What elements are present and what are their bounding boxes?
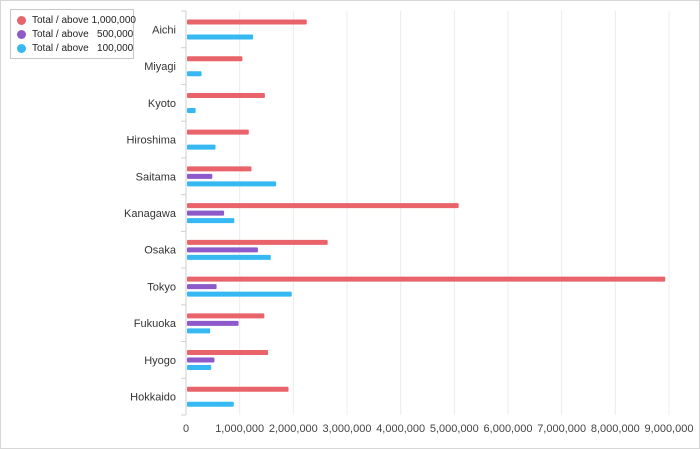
x-tick-label: 9,000,000	[645, 423, 694, 435]
bar-series-1[interactable]	[187, 239, 328, 245]
bar-series-1[interactable]	[187, 92, 265, 98]
category-label: Miyagi	[144, 61, 176, 73]
bar-series-1[interactable]	[187, 203, 459, 209]
bar-series-3[interactable]	[187, 71, 202, 77]
category-label: Saitama	[136, 171, 177, 183]
x-tick-label: 2,000,000	[269, 423, 318, 435]
x-tick-label: 0	[183, 423, 189, 435]
legend-swatch-series-3	[17, 43, 26, 53]
legend-label-series-1: Total / above 1,000,000	[32, 14, 136, 26]
bar-series-1[interactable]	[187, 166, 252, 172]
bar-series-3[interactable]	[187, 365, 212, 371]
bar-series-3[interactable]	[187, 144, 216, 150]
bar-series-3[interactable]	[187, 254, 271, 260]
bar-series-2[interactable]	[187, 210, 225, 216]
bar-series-1[interactable]	[187, 313, 265, 319]
category-label: Hyogo	[144, 355, 176, 367]
legend-swatch-series-1	[17, 15, 26, 25]
bar-series-2[interactable]	[187, 173, 213, 179]
bar-series-1[interactable]	[187, 56, 243, 62]
bar-series-3[interactable]	[187, 34, 254, 40]
bar-series-1[interactable]	[187, 350, 269, 356]
legend-item-series-1[interactable]: Total / above 1,000,000	[17, 13, 136, 27]
category-label: Osaka	[144, 245, 177, 257]
bar-series-3[interactable]	[187, 181, 277, 187]
legend-swatch-series-2	[17, 29, 26, 39]
bar-series-2[interactable]	[187, 320, 239, 326]
category-label: Hokkaido	[130, 392, 176, 404]
bar-series-3[interactable]	[187, 291, 292, 297]
x-tick-label: 6,000,000	[484, 423, 533, 435]
bar-series-3[interactable]	[187, 401, 234, 407]
category-label: Hiroshima	[126, 135, 176, 147]
bar-series-1[interactable]	[187, 129, 249, 135]
bar-series-3[interactable]	[187, 107, 196, 113]
x-tick-label: 8,000,000	[591, 423, 640, 435]
legend-item-series-2[interactable]: Total / above 500,000	[17, 27, 133, 41]
bar-series-2[interactable]	[187, 284, 217, 290]
legend-label-series-2: Total / above 500,000	[32, 28, 134, 40]
bar-series-1[interactable]	[187, 386, 289, 392]
legend: Total / above 1,000,000 Total / above 50…	[10, 9, 136, 59]
labels: 0 1,000,000 2,000,000 3,000,000 4,000,000 5,0…	[124, 24, 693, 435]
bar-series-1[interactable]	[187, 19, 307, 25]
grid-lines	[239, 11, 670, 415]
bars	[187, 19, 666, 407]
x-tick-label: 3,000,000	[323, 423, 372, 435]
legend-item-series-3[interactable]: Total / above 100,000	[17, 41, 133, 55]
bar-series-1[interactable]	[187, 276, 666, 282]
legend-label-series-3: Total / above 100,000	[32, 42, 134, 54]
x-tick-label: 7,000,000	[537, 423, 586, 435]
category-label: Fukuoka	[134, 318, 177, 330]
category-label: Kanagawa	[124, 208, 177, 220]
category-label: Aichi	[152, 24, 176, 36]
bar-series-2[interactable]	[187, 247, 258, 253]
bar-series-3[interactable]	[187, 218, 235, 224]
bar-series-2[interactable]	[187, 357, 215, 363]
bar-series-3[interactable]	[187, 328, 211, 334]
x-tick-label: 4,000,000	[376, 423, 425, 435]
category-label: Tokyo	[147, 281, 176, 293]
axes	[181, 10, 187, 416]
x-tick-label: 5,000,000	[430, 423, 479, 435]
x-tick-label: 1,000,000	[215, 423, 264, 435]
category-label: Kyoto	[148, 98, 176, 110]
